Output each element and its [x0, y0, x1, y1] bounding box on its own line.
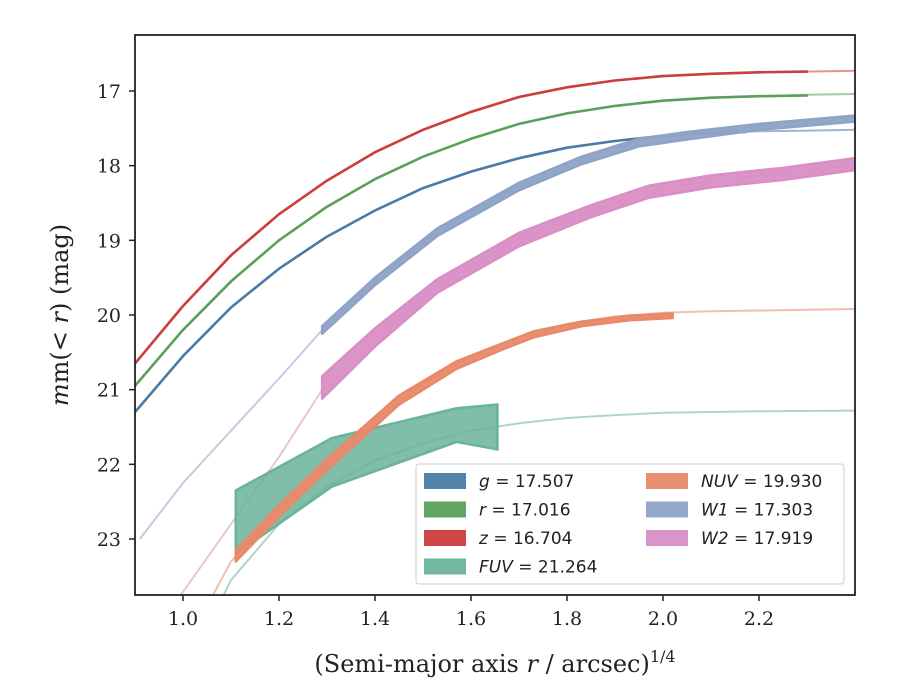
x-tick-label: 1.6 [456, 608, 486, 630]
x-tick-label: 2.2 [744, 608, 774, 630]
x-axis: 1.0 1.2 1.4 1.6 1.8 2.0 2.2 [168, 595, 774, 630]
legend-label-w2: W2 = 17.919 [701, 529, 813, 549]
legend-label-nuv: NUV = 19.930 [701, 472, 822, 492]
series-z-extrapolated-line [135, 69, 855, 365]
y-tick-label: 18 [97, 156, 121, 178]
legend-label-w1: W1 = 17.303 [701, 501, 813, 521]
x-axis-label: (Semi-major axis r / arcsec)1/4 [314, 647, 675, 678]
x-tick-label: 1.8 [552, 608, 582, 630]
legend-label-g: g = 17.507 [479, 472, 574, 492]
x-tick-label: 2.0 [648, 608, 678, 630]
series-z-measured-band [135, 70, 809, 365]
legend-swatch-w2 [646, 530, 688, 546]
x-tick-label: 1.2 [264, 608, 294, 630]
legend-swatch-nuv [646, 473, 688, 489]
series-nuv-measured-band [234, 312, 674, 563]
legend-frame [415, 463, 845, 585]
y-tick-label: 21 [97, 380, 121, 402]
y-axis-label: mm(< r) (mag) [46, 224, 74, 406]
legend-label-z: z = 16.704 [478, 529, 572, 549]
y-tick-label: 19 [97, 230, 121, 252]
series-w2-measured-band [320, 156, 855, 400]
legend-swatch-z [424, 530, 466, 546]
y-tick-label: 17 [97, 81, 121, 103]
legend-label-fuv: FUV = 21.264 [479, 558, 597, 578]
plot-area [135, 69, 855, 595]
y-tick-label: 22 [97, 454, 121, 476]
y-axis: 17 18 19 20 21 22 23 [97, 81, 135, 551]
legend-swatch-r [424, 501, 466, 518]
x-tick-label: 1.4 [360, 608, 390, 630]
legend-swatch-w1 [646, 501, 688, 518]
series-w1-measured-band [320, 114, 855, 335]
x-tick-label: 1.0 [168, 608, 198, 630]
legend-swatch-g [424, 473, 466, 489]
y-tick-label: 23 [97, 529, 121, 551]
y-tick-label: 20 [97, 305, 121, 327]
legend-label-r: r = 17.016 [479, 501, 571, 521]
series-r-measured-band [135, 94, 809, 388]
legend: g = 17.507 r = 17.016 z = 16.704 FUV = 21.2… [415, 463, 845, 585]
series-r-extrapolated-line [135, 93, 855, 387]
legend-swatch-fuv [424, 558, 466, 575]
